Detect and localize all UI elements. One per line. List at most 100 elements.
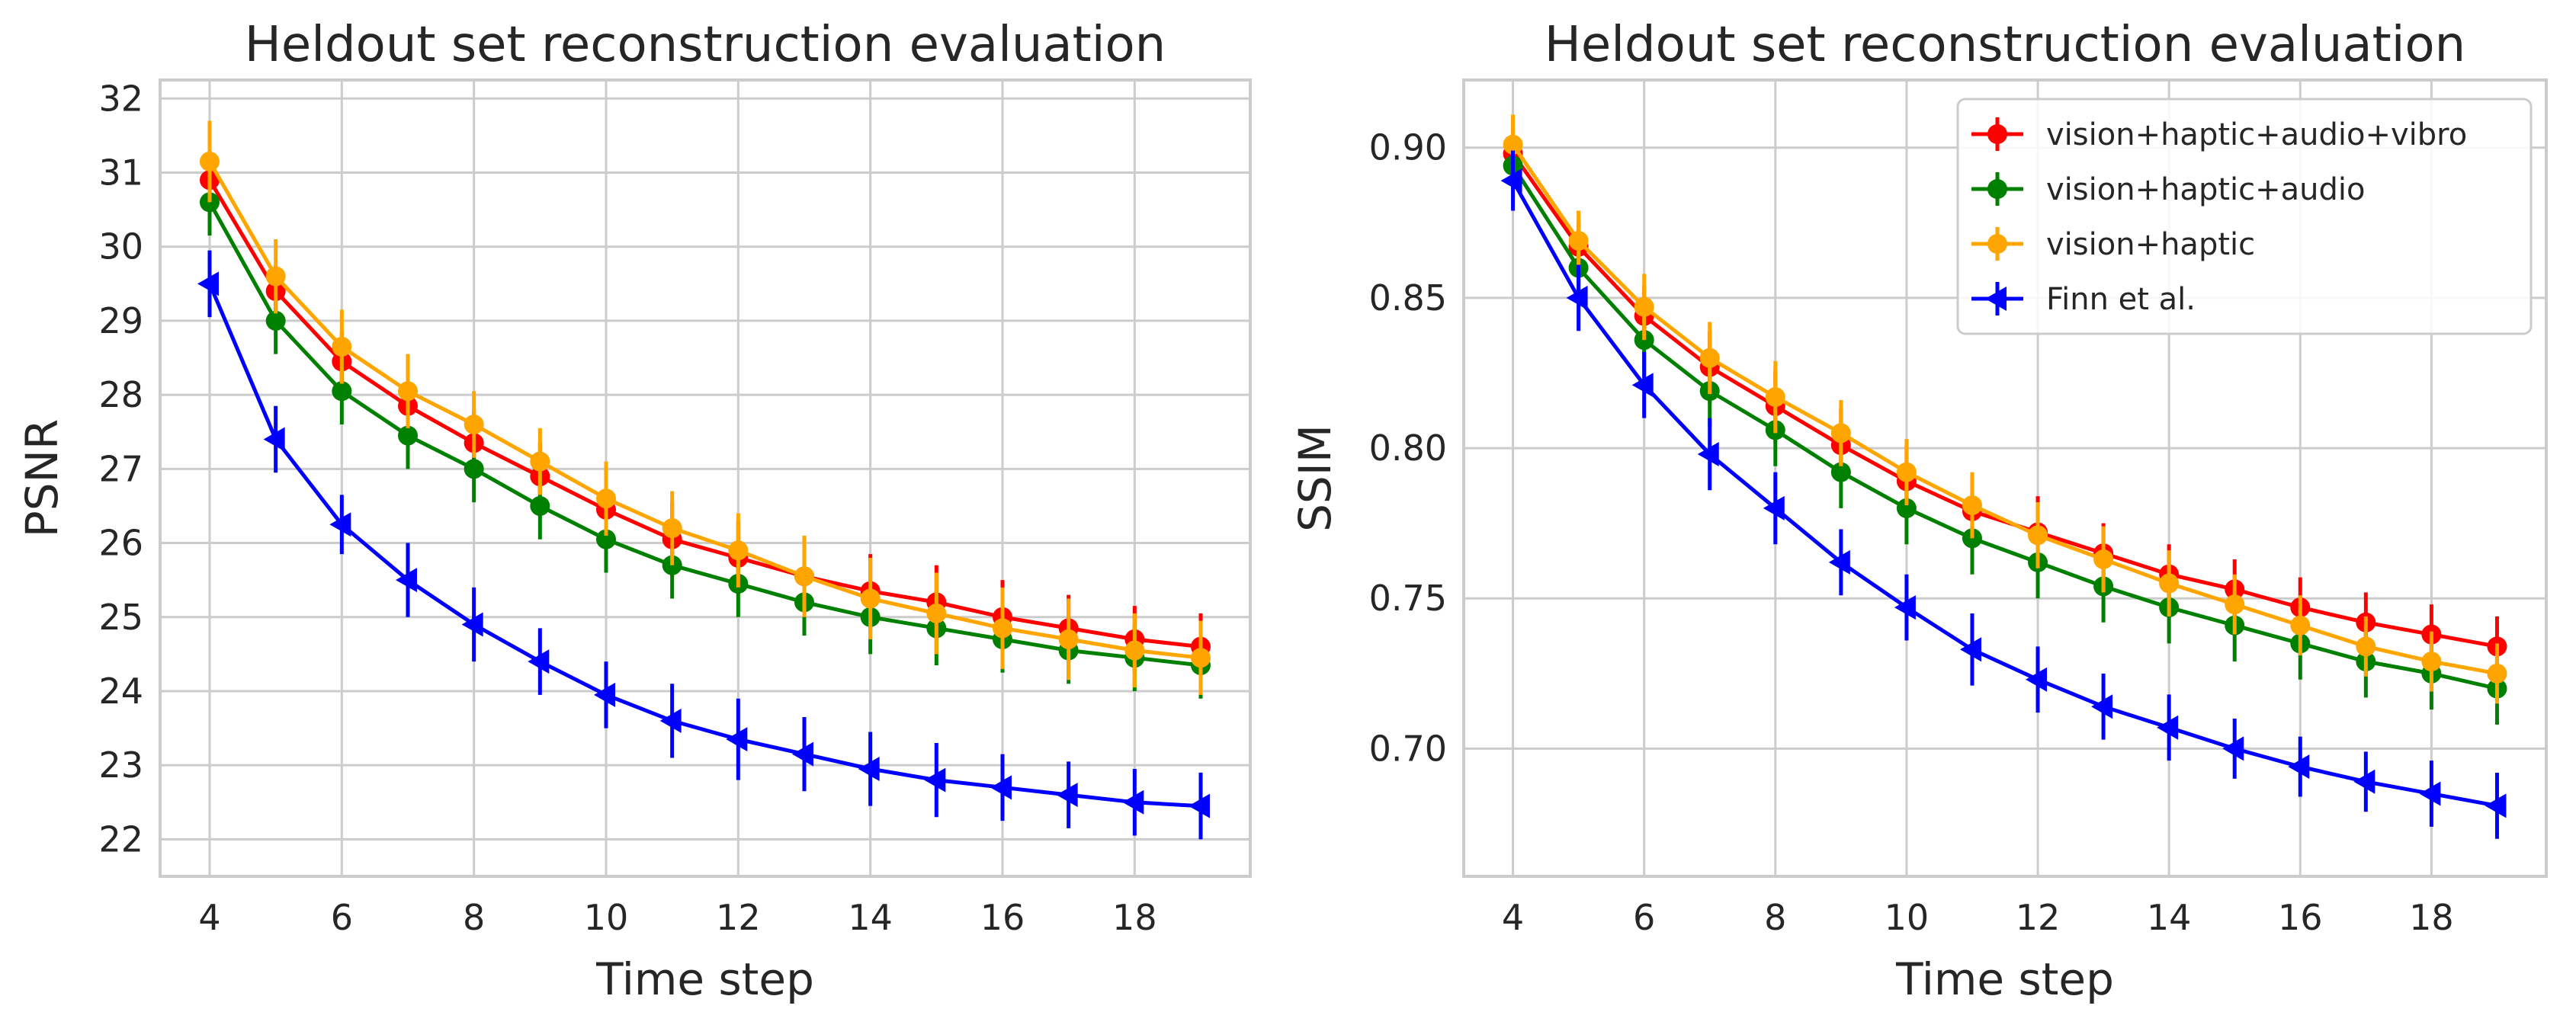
data-point <box>1959 637 1981 662</box>
x-tick-label: 14 <box>2147 897 2192 938</box>
y-tick-label: 0.75 <box>1369 578 1447 619</box>
data-point <box>398 381 418 402</box>
legend-marker <box>1987 124 2007 144</box>
data-point <box>2091 694 2113 719</box>
data-point <box>2225 594 2245 615</box>
legend-marker <box>1985 287 2007 311</box>
data-point <box>659 708 682 733</box>
data-point <box>2356 636 2376 657</box>
series-finn-et-al- <box>197 250 1210 840</box>
data-point <box>464 415 484 435</box>
data-point <box>530 495 550 516</box>
legend-entry: vision+haptic+audio+vibro <box>1971 117 2467 152</box>
data-point <box>926 603 947 623</box>
data-point <box>594 682 615 707</box>
x-tick-label: 4 <box>198 897 220 938</box>
data-point <box>1830 423 1851 444</box>
series-line <box>207 201 1201 668</box>
x-axis-label: Time step <box>1895 953 2114 1005</box>
y-tick-label: 30 <box>98 226 143 267</box>
legend-marker <box>1987 234 2007 254</box>
data-point <box>726 727 748 752</box>
data-point <box>1830 462 1851 482</box>
data-point <box>2159 573 2180 594</box>
x-tick-label: 18 <box>2409 897 2454 938</box>
x-tick-label: 16 <box>2278 897 2323 938</box>
data-point <box>528 649 550 674</box>
x-tick-label: 16 <box>980 897 1025 938</box>
series-line <box>207 178 1201 649</box>
data-point <box>2222 736 2244 761</box>
y-tick-label: 0.85 <box>1369 277 1447 319</box>
data-point <box>2421 652 2442 672</box>
data-point <box>265 266 286 287</box>
chart-panel-2: 4 6 8 10 12 14 16 18 0.70 0.75 0.80 0.85 0.90 Heldout… <box>1289 17 2548 1005</box>
legend: vision+haptic+audio+vibro vision+haptic+a… <box>1956 98 2533 335</box>
data-point <box>2419 781 2441 806</box>
series-line <box>1511 165 2498 690</box>
data-point <box>265 310 286 331</box>
legend-entry: vision+haptic+audio <box>1971 172 2365 207</box>
data-point <box>1124 640 1145 661</box>
legend-entry: vision+haptic <box>1971 227 2255 262</box>
data-point <box>461 612 483 637</box>
y-tick-label: 23 <box>98 745 143 786</box>
plot-frame <box>159 78 1252 878</box>
data-point <box>1763 495 1785 520</box>
data-point <box>662 518 682 539</box>
legend-label: Finn et al. <box>2046 282 2196 317</box>
data-point <box>200 151 220 171</box>
x-tick-label: 6 <box>1633 897 1655 938</box>
x-tick-label: 10 <box>1885 897 1930 938</box>
data-point <box>1566 285 1588 310</box>
series-line <box>207 160 1201 660</box>
data-point <box>1896 462 1917 482</box>
series-vision-haptic <box>1503 114 2507 704</box>
data-point <box>728 540 749 561</box>
y-tick-label: 32 <box>98 78 143 119</box>
data-point <box>332 381 352 402</box>
data-point <box>1697 441 1719 466</box>
data-point <box>792 741 813 767</box>
series-vision-haptic <box>200 120 1211 695</box>
data-point <box>1894 595 1916 620</box>
plot-frame <box>1462 78 2548 878</box>
data-point <box>2028 525 2048 546</box>
y-tick-label: 22 <box>98 818 143 860</box>
data-point <box>1056 783 1078 808</box>
y-tick-label: 0.80 <box>1369 428 1447 469</box>
data-point <box>464 459 484 479</box>
legend-label: vision+haptic+audio+vibro <box>2046 117 2467 152</box>
x-axis-label: Time step <box>595 953 814 1005</box>
legend-box <box>1956 98 2533 335</box>
data-point <box>329 512 351 537</box>
data-point <box>924 767 946 793</box>
data-point <box>2026 667 2048 692</box>
data-point <box>1189 793 1210 818</box>
plot-area <box>160 80 1250 876</box>
y-tick-label: 25 <box>98 597 143 638</box>
y-tick-label: 26 <box>98 523 143 564</box>
y-tick-label: 31 <box>98 152 143 194</box>
data-point <box>1122 789 1144 815</box>
series-line <box>207 283 1201 809</box>
data-point <box>1058 629 1079 649</box>
chart-panel-1: 4 6 8 10 12 14 16 18 22 23 24 25 26 27 28 29 30 31 32 Heldo… <box>16 17 1252 1005</box>
data-point <box>1503 134 1523 155</box>
data-point <box>2485 793 2507 818</box>
data-point <box>1500 168 1522 194</box>
data-point <box>990 775 1012 800</box>
x-tick-label: 8 <box>1764 897 1786 938</box>
y-tick-label: 28 <box>98 374 143 415</box>
data-point <box>197 271 219 296</box>
data-point <box>858 757 880 782</box>
y-axis-label: PSNR <box>16 419 68 537</box>
data-point <box>2093 549 2114 569</box>
x-tick-label: 12 <box>2016 897 2061 938</box>
data-point <box>1828 549 1850 575</box>
y-tick-label: 24 <box>98 671 143 712</box>
x-tick-label: 18 <box>1112 897 1157 938</box>
series-finn-et-al- <box>1500 150 2507 839</box>
x-tick-label: 10 <box>584 897 629 938</box>
